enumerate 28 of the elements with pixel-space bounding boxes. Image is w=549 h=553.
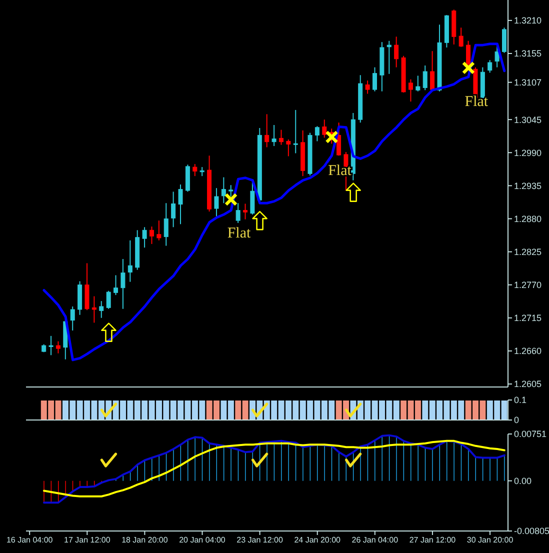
y-tick-label: -0.00805 <box>514 526 549 536</box>
y-tick-label: 1.2660 <box>514 346 542 356</box>
x-tick-label: 18 Jan 20:00 <box>122 536 168 545</box>
y-tick-label: 1.2825 <box>514 246 542 257</box>
x-tick-label: 26 Jan 04:00 <box>352 536 399 545</box>
y-tick-label: 0.00 <box>514 476 532 486</box>
x-tick-label: 30 Jan 20:00 <box>466 536 514 545</box>
x-tick-label: 17 Jan 12:00 <box>64 536 111 545</box>
x-tick-label: 16 Jan 04:00 <box>6 536 54 545</box>
y-tick-label: 1.2770 <box>514 280 542 290</box>
y-tick-label: 1.2990 <box>514 148 542 158</box>
y-tick-label: 1.3045 <box>514 114 542 125</box>
y-tick-label: 0 <box>514 415 520 426</box>
y-tick-label: 1.2880 <box>514 214 542 224</box>
x-tick-label: 20 Jan 04:00 <box>179 536 226 545</box>
y-tick-label: 1.2935 <box>514 180 542 191</box>
annotation: Flat <box>227 226 252 242</box>
y-tick-label: 1.2715 <box>514 313 542 324</box>
x-tick-label: 23 Jan 12:00 <box>236 536 284 545</box>
y-tick-label: 0.00751 <box>514 429 547 440</box>
x-tick-label: 24 Jan 20:00 <box>294 536 342 545</box>
y-tick-label: 0.1 <box>514 395 527 406</box>
annotation: Flat <box>464 94 489 110</box>
y-tick-label: 1.3210 <box>514 16 542 26</box>
x-tick-label: 27 Jan 12:00 <box>409 536 456 545</box>
y-tick-label: 1.2605 <box>514 379 542 390</box>
y-tick-label: 1.3107 <box>514 78 542 88</box>
y-tick-label: 1.3155 <box>514 48 542 59</box>
